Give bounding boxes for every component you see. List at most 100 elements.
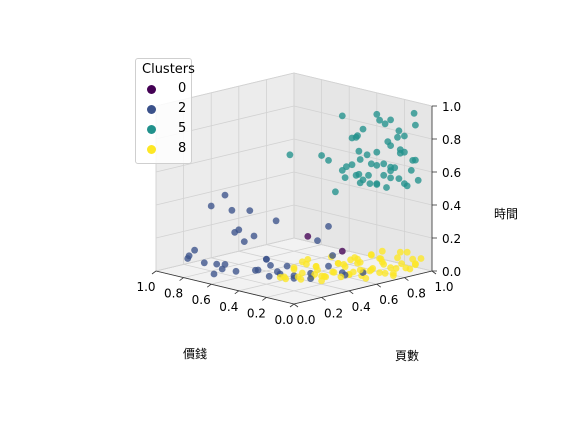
scatter-point-series-8 — [341, 263, 349, 271]
scatter-point-series-5 — [365, 171, 372, 179]
z-tick-label: 0.6 — [442, 166, 461, 180]
scatter-point-series-5 — [412, 121, 419, 129]
scatter-point-series-8 — [402, 264, 410, 272]
grid-line — [238, 250, 377, 285]
scatter-point-series-5 — [355, 170, 363, 178]
scatter-point-series-8 — [334, 260, 342, 267]
scatter-point-series-5 — [373, 181, 381, 188]
scatter-point-series-2 — [307, 275, 314, 282]
x-axis-line — [155, 270, 295, 305]
scatter-point-series-5 — [387, 174, 394, 182]
scatter-point-series-2 — [265, 272, 273, 280]
x-axis-label: 價錢 — [183, 346, 207, 361]
scatter-point-series-5 — [325, 157, 332, 164]
x-tick-label: 0.2 — [247, 306, 266, 320]
scatter-point-series-8 — [312, 263, 320, 270]
x-tick-label: 0.6 — [192, 293, 211, 307]
y-tick-mark — [321, 297, 326, 301]
scatter-point-series-2 — [232, 267, 240, 275]
z-tick-label: 0.4 — [442, 199, 461, 213]
scatter-point-series-5 — [380, 160, 388, 168]
scatter-point-series-8 — [354, 259, 361, 267]
scatter-point-series-8 — [409, 255, 417, 263]
legend-label: 8 — [178, 141, 187, 156]
scatter-point-series-8 — [290, 265, 298, 273]
y-tick-mark — [431, 270, 437, 275]
scatter-point-series-2 — [191, 246, 199, 254]
scatter-point-series-5 — [332, 188, 339, 196]
scatter-point-series-5 — [373, 162, 381, 169]
scatter-point-series-5 — [356, 156, 364, 163]
scatter-point-series-8 — [329, 268, 336, 276]
scatter-point-series-8 — [349, 268, 357, 276]
grid-line — [293, 105, 433, 140]
scatter-point-series-5 — [395, 175, 403, 183]
x-tick-label: 1.0 — [136, 280, 155, 294]
scatter-point-series-8 — [337, 273, 345, 281]
scatter-point-series-2 — [263, 255, 270, 263]
scatter-point-series-2 — [200, 259, 208, 267]
scatter-point-series-5 — [348, 161, 356, 169]
legend-entry: 0 — [136, 81, 193, 101]
axis-ticks: 0.0 0.00.00.2 0.20.20.4 0.40.40.6 0.60.60.8 0… — [136, 100, 461, 327]
y-tick-label: 1.0 — [434, 280, 453, 294]
scatter-point-series-2 — [221, 261, 229, 268]
scatter-point-series-8 — [417, 255, 425, 262]
scatter-point-series-8 — [381, 269, 389, 277]
scatter-point-series-2 — [283, 262, 291, 270]
scatter-point-series-8 — [376, 269, 383, 276]
legend-label: 0 — [178, 81, 187, 96]
scatter-point-series-2 — [210, 270, 218, 278]
scatter-point-series-5 — [341, 174, 349, 182]
scatter-point-series-5 — [359, 125, 367, 133]
scatter-point-series-8 — [362, 274, 370, 282]
x-tick-mark — [206, 283, 212, 288]
scatter-point-series-2 — [314, 237, 321, 245]
scatter-point-series-8 — [366, 267, 374, 275]
z-tick-label: 0.8 — [442, 133, 461, 147]
x-tick-mark — [234, 290, 240, 295]
z-tick-label: 0.0 — [442, 265, 461, 279]
scatter-point-series-2 — [329, 252, 336, 259]
y-axis-line — [293, 270, 433, 305]
scatter-point-series-5 — [383, 184, 390, 191]
scatter-point-series-8 — [376, 255, 383, 262]
scatter-point-series-5 — [318, 152, 325, 159]
legend-marker-icon — [147, 145, 156, 154]
scatter-point-series-2 — [267, 262, 274, 269]
scatter-point-series-2 — [240, 238, 248, 246]
x-tick-mark — [151, 270, 157, 275]
grid-line — [211, 250, 350, 285]
y-tick-mark — [404, 277, 409, 281]
scatter-point-series-5 — [401, 132, 408, 140]
scatter-point-series-8 — [356, 266, 364, 274]
scatter-point-series-5 — [366, 180, 374, 188]
scatter-point-series-5 — [373, 110, 381, 118]
scatter-point-series-2 — [221, 191, 229, 199]
scatter-point-series-2 — [272, 217, 280, 225]
scatter-point-series-5 — [376, 116, 383, 124]
scatter-point-series-2 — [254, 266, 262, 274]
scatter-point-series-8 — [394, 254, 401, 262]
grid-line — [293, 72, 433, 107]
scatter-point-series-5 — [387, 163, 394, 171]
y-tick-mark — [348, 290, 354, 295]
z-tick-label: 0.2 — [442, 232, 461, 246]
scatter-point-series-5 — [387, 116, 394, 124]
scatter-point-series-5 — [338, 112, 346, 120]
scatter-point-series-8 — [311, 270, 319, 278]
y-tick-label: 0.4 — [352, 300, 371, 314]
scatter-point-series-2 — [325, 262, 332, 270]
scatter-point-series-5 — [396, 146, 404, 154]
scatter-point-series-5 — [380, 171, 388, 179]
grid-line — [155, 237, 295, 272]
grid-line — [183, 244, 322, 278]
scatter-point-series-5 — [412, 156, 419, 164]
grid-line — [155, 204, 295, 239]
z-tick-label: 1.0 — [442, 100, 461, 114]
scatter-point-series-5 — [410, 109, 418, 117]
scatter-point-series-2 — [213, 260, 221, 268]
y-tick-label: 0.2 — [324, 306, 343, 320]
scatter-point-series-5 — [407, 167, 415, 174]
